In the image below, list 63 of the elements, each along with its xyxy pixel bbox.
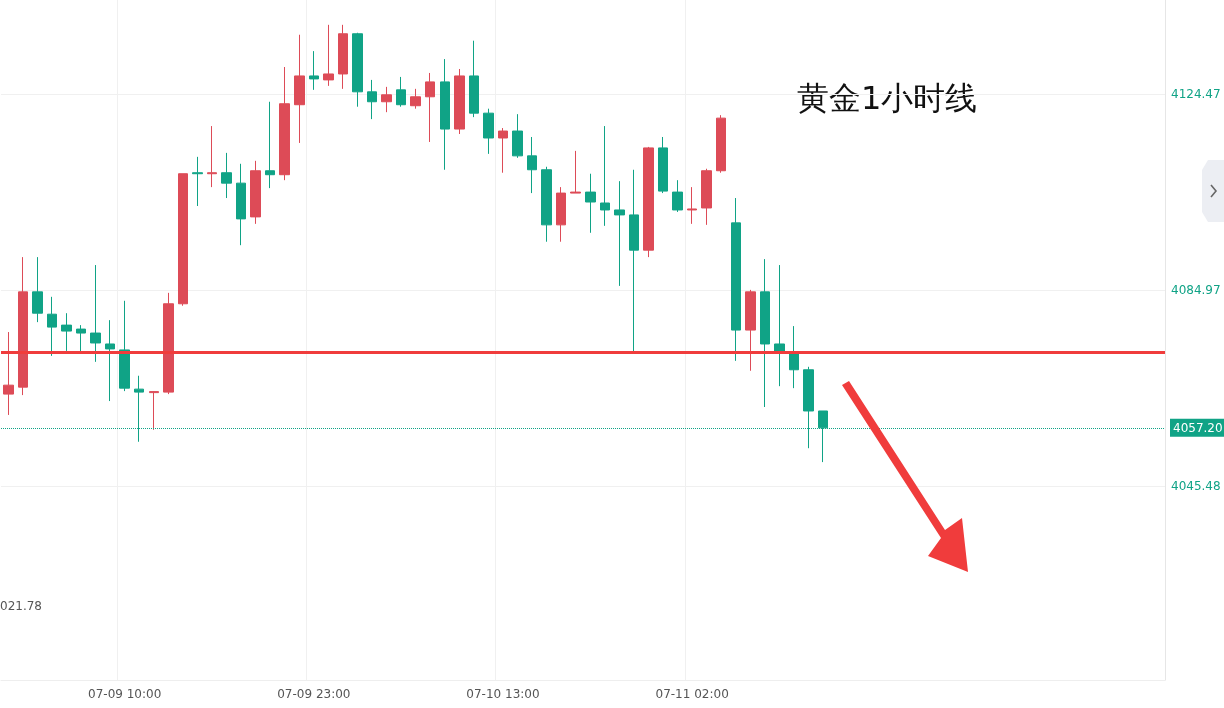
candlestick: [687, 186, 697, 225]
candlestick: [279, 66, 290, 181]
candlestick: [207, 125, 217, 188]
candlestick: [643, 146, 654, 258]
candlestick: [367, 79, 377, 120]
x-tick-label: 07-09 23:00: [277, 687, 351, 701]
candlestick: [18, 256, 28, 396]
candlestick: [658, 136, 668, 194]
candlestick: [701, 168, 712, 226]
candlestick: [221, 152, 232, 199]
candlestick: [469, 40, 479, 118]
candlestick: [178, 173, 188, 307]
candlestick: [250, 160, 261, 225]
candlestick: [163, 292, 174, 395]
candlestick: [570, 150, 581, 194]
candlestick: [381, 86, 392, 113]
candlestick: [745, 289, 756, 372]
candlestick: [541, 166, 552, 243]
candlestick: [585, 173, 596, 234]
candlestick: [309, 50, 319, 91]
candlestick: [629, 169, 639, 353]
y-tick-label: 4124.47: [1171, 86, 1221, 101]
candlestick: [105, 319, 115, 402]
candlestick: [454, 68, 465, 135]
candlestick: [731, 197, 741, 362]
candlestick: [410, 88, 421, 110]
candlestick: [789, 325, 799, 389]
candlestick: [483, 108, 494, 155]
candlestick: [716, 114, 726, 174]
candlestick: [352, 32, 363, 108]
candlestick: [47, 296, 57, 357]
candlestick: [512, 113, 523, 159]
y-tick-label: 4045.48: [1171, 479, 1221, 494]
candlestick: [149, 390, 159, 431]
ref-line-label: 4057.20: [1173, 420, 1223, 435]
candlestick: [396, 76, 406, 108]
candlestick: [556, 186, 566, 243]
candlestick: [338, 24, 348, 90]
candlestick: [498, 127, 508, 174]
candlestick: [61, 312, 72, 352]
candlestick: [265, 101, 275, 189]
y-tick-label: 4084.97: [1171, 283, 1221, 298]
candlestick: [600, 125, 610, 227]
candlestick: [119, 300, 130, 392]
candlestick: [90, 264, 101, 363]
candlestick: [774, 264, 785, 387]
candlestick: [236, 163, 246, 246]
annotation: 021.78: [0, 599, 42, 613]
candlestick: [425, 72, 435, 143]
candlestick: [3, 331, 14, 416]
candlestick: [323, 24, 334, 87]
candlestick: [440, 58, 450, 171]
candlestick: [760, 258, 770, 408]
candlestick: [192, 156, 203, 207]
x-tick-label: 07-10 13:00: [466, 687, 540, 701]
candlestick: [672, 179, 683, 213]
candlestick: [76, 324, 86, 354]
candlestick: [614, 180, 625, 287]
candlestick: [527, 136, 537, 194]
candlestick: [32, 256, 43, 323]
candlestick: [294, 34, 305, 144]
x-tick-label: 07-09 10:00: [88, 687, 162, 701]
x-tick-label: 07-11 02:00: [655, 687, 729, 701]
